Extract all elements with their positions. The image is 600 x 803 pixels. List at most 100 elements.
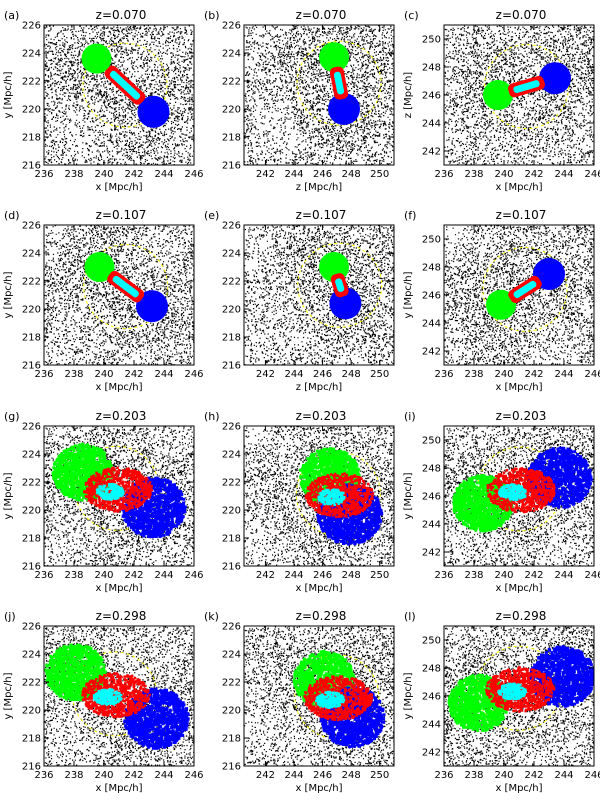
plot-area (44, 225, 194, 365)
y-tick-label: 218 (22, 734, 41, 745)
y-tick-label: 220 (222, 305, 241, 316)
panel-label: (h) (204, 410, 220, 423)
y-tick-label: 216 (22, 762, 41, 773)
x-tick-label: 246 (584, 169, 600, 180)
x-tick-label: 242 (124, 169, 143, 180)
y-tick-label: 246 (422, 492, 441, 503)
x-tick-label: 242 (256, 169, 275, 180)
plot-area (44, 426, 194, 566)
x-tick-label: 242 (124, 570, 143, 581)
dark-matter-particles (244, 25, 394, 165)
x-tick-label: 250 (370, 770, 389, 781)
redshift-label: z=0.298 (96, 609, 147, 623)
x-tick-label: 244 (284, 369, 303, 380)
x-tick-label: 244 (554, 570, 573, 581)
bridge-core-cyan (335, 278, 345, 293)
y-tick-label: 248 (422, 63, 441, 74)
x-axis-label: x [Mpc/h] (295, 583, 342, 594)
x-axis-label: x [Mpc/h] (295, 783, 342, 794)
x-tick-label: 246 (184, 169, 203, 180)
y-tick-label: 224 (222, 49, 241, 60)
virial-circle (294, 654, 380, 740)
x-tick-label: 244 (284, 770, 303, 781)
bridge-core-cyan (112, 275, 139, 298)
halo-green (319, 42, 349, 73)
y-tick-label: 224 (22, 49, 41, 60)
x-tick-label: 248 (342, 369, 361, 380)
x-tick-label: 238 (464, 570, 483, 581)
panel-label: (i) (404, 410, 416, 423)
x-tick-label: 240 (94, 570, 113, 581)
y-tick-label: 244 (422, 119, 441, 130)
redshift-label: z=0.107 (96, 208, 147, 222)
bridge-core-cyan (333, 71, 345, 95)
x-tick-label: 246 (584, 570, 600, 581)
y-tick-label: 224 (22, 450, 41, 461)
x-tick-label: 246 (313, 570, 332, 581)
plot-frame (43, 425, 195, 567)
plot-frame (243, 224, 395, 366)
panel-b: 242 244 246 248 250 216 218 220 222 224 226(b) z=0.… (204, 8, 395, 193)
x-tick-label: 244 (554, 369, 573, 380)
x-axis-label: z [Mpc/h] (296, 182, 343, 193)
y-tick-label: 216 (222, 562, 241, 573)
y-tick-label: 220 (22, 706, 41, 717)
core-cyan-particles (497, 483, 527, 502)
redshift-label: z=0.107 (296, 208, 347, 222)
dark-matter-particles (244, 426, 394, 566)
x-tick-label: 240 (94, 770, 113, 781)
y-tick-label: 220 (222, 105, 241, 116)
y-tick-label: 244 (422, 319, 441, 330)
x-tick-label: 240 (94, 169, 113, 180)
y-tick-label: 248 (422, 664, 441, 675)
plot-area (444, 626, 594, 766)
plot-frame (243, 425, 395, 567)
bridge (329, 66, 349, 100)
y-tick-label: 222 (222, 478, 241, 489)
y-tick-label: 244 (422, 520, 441, 531)
y-tick-label: 218 (22, 133, 41, 144)
core-cyan-particles (95, 482, 125, 501)
plot-frame (43, 224, 195, 366)
x-tick-label: 238 (64, 369, 83, 380)
bridge (107, 270, 145, 303)
y-tick-label: 250 (422, 35, 441, 46)
x-tick-label: 240 (494, 369, 513, 380)
bridge-core-cyan (513, 80, 540, 94)
panel-label: (l) (404, 610, 416, 623)
dark-matter-particles (44, 626, 194, 766)
bridge (330, 273, 349, 298)
core-cyan-particles (317, 488, 346, 506)
y-tick-label: 216 (222, 762, 241, 773)
x-tick-label: 250 (370, 169, 389, 180)
x-tick-label: 246 (584, 369, 600, 380)
x-tick-label: 242 (124, 369, 143, 380)
y-tick-label: 246 (422, 291, 441, 302)
redshift-label: z=0.203 (496, 409, 547, 423)
y-axis-label: y [Mpc/h] (403, 472, 414, 519)
plot-area (244, 25, 394, 165)
redshift-label: z=0.070 (496, 8, 547, 22)
x-tick-label: 240 (494, 570, 513, 581)
plot-area (244, 426, 394, 566)
y-tick-label: 218 (22, 534, 41, 545)
y-tick-label: 222 (222, 77, 241, 88)
x-tick-label: 236 (34, 169, 53, 180)
y-tick-label: 222 (22, 277, 41, 288)
panel-label: (a) (4, 9, 19, 22)
x-tick-label: 246 (313, 369, 332, 380)
y-tick-label: 224 (222, 450, 241, 461)
halo-blue (328, 93, 360, 125)
panel-c: 236 238 240 242 244 246 242 244 246 248 250 (c) z=0.… (403, 8, 600, 193)
y-tick-label: 224 (22, 650, 41, 661)
x-tick-label: 236 (34, 570, 53, 581)
y-tick-label: 242 (422, 548, 441, 559)
y-tick-label: 242 (422, 748, 441, 759)
x-tick-label: 250 (370, 369, 389, 380)
x-tick-label: 246 (184, 369, 203, 380)
halo-green (483, 80, 513, 110)
x-tick-label: 244 (154, 570, 173, 581)
y-tick-label: 216 (22, 361, 41, 372)
y-tick-label: 216 (22, 562, 41, 573)
x-tick-label: 238 (64, 570, 83, 581)
